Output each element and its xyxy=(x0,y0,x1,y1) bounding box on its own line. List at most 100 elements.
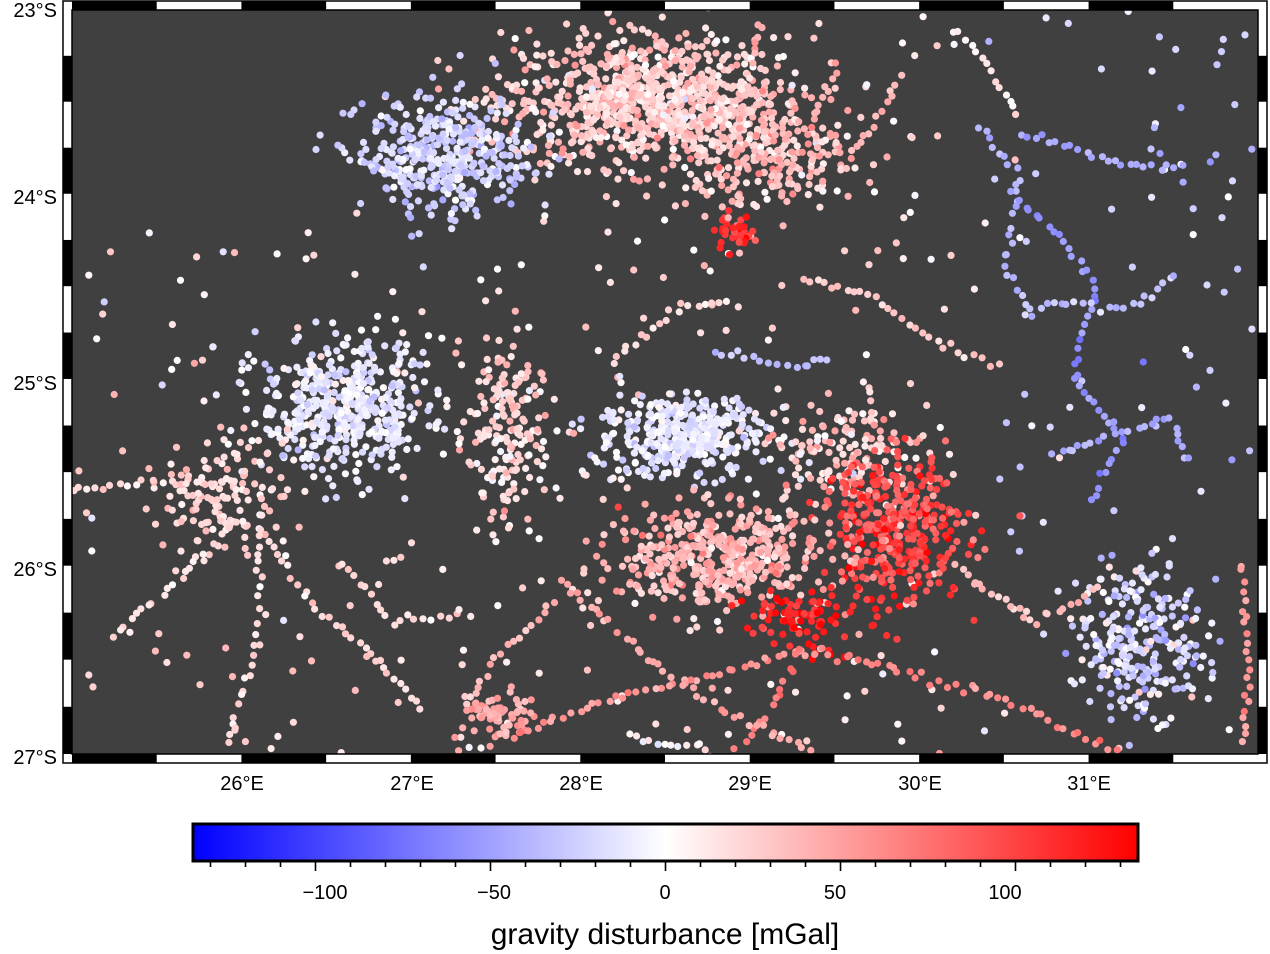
gravity-station-point xyxy=(519,110,527,118)
gravity-station-point xyxy=(818,644,826,652)
gravity-station-point xyxy=(280,492,288,500)
gravity-station-point xyxy=(1078,656,1086,664)
gravity-station-point xyxy=(309,363,317,371)
gravity-station-point xyxy=(1001,262,1009,270)
gravity-station-point xyxy=(758,593,766,601)
gravity-station-point xyxy=(960,354,968,362)
gravity-station-point xyxy=(690,430,698,438)
gravity-station-point xyxy=(855,630,863,639)
gravity-station-point xyxy=(748,107,756,115)
gravity-station-point xyxy=(476,130,484,138)
gravity-station-point xyxy=(1158,166,1166,174)
gravity-station-point xyxy=(329,397,337,405)
gravity-station-point xyxy=(661,443,669,451)
gravity-station-point xyxy=(219,248,227,256)
gravity-station-point xyxy=(593,111,602,119)
gravity-station-point xyxy=(872,605,880,613)
gravity-station-point xyxy=(648,83,657,91)
gravity-station-point xyxy=(675,580,684,588)
gravity-station-point xyxy=(911,52,919,60)
gravity-station-point xyxy=(876,427,884,435)
gravity-station-point xyxy=(434,386,442,394)
gravity-station-point xyxy=(684,79,692,87)
gravity-station-point xyxy=(779,124,787,132)
gravity-station-point xyxy=(1053,724,1061,732)
gravity-station-point xyxy=(447,209,455,218)
gravity-station-point xyxy=(688,119,697,127)
gravity-station-point xyxy=(943,683,952,692)
gravity-station-point xyxy=(514,152,523,160)
gravity-station-point xyxy=(766,100,775,108)
gravity-station-point xyxy=(660,102,668,110)
gravity-station-point xyxy=(337,749,345,754)
gravity-station-point xyxy=(99,310,107,318)
gravity-station-point xyxy=(712,49,720,57)
gravity-station-point xyxy=(516,729,524,737)
gravity-station-point xyxy=(366,397,374,405)
gravity-station-point xyxy=(1073,441,1081,450)
gravity-station-point xyxy=(618,57,626,66)
gravity-station-point xyxy=(467,129,476,137)
gravity-station-point xyxy=(494,704,502,712)
gravity-station-point xyxy=(1130,299,1138,307)
gravity-station-point xyxy=(782,481,790,489)
gravity-station-point xyxy=(829,555,837,564)
gravity-station-point xyxy=(597,60,605,68)
gravity-station-point xyxy=(749,113,757,121)
gravity-station-point xyxy=(644,29,652,37)
gravity-station-point xyxy=(429,73,437,81)
gravity-station-point xyxy=(645,565,653,573)
gravity-station-point xyxy=(564,92,572,100)
gravity-station-point xyxy=(554,138,563,146)
gravity-station-point xyxy=(1127,636,1135,645)
gravity-station-point xyxy=(755,154,763,162)
gravity-station-point xyxy=(589,128,597,136)
gravity-station-point xyxy=(1151,614,1159,622)
gravity-station-point xyxy=(775,562,783,571)
gravity-station-point xyxy=(472,206,480,214)
gravity-station-point xyxy=(1051,138,1059,146)
gravity-station-point xyxy=(1081,735,1090,744)
gravity-station-point xyxy=(972,511,980,519)
gravity-station-point xyxy=(512,138,521,146)
gravity-station-point xyxy=(484,134,492,142)
gravity-station-point xyxy=(686,170,695,178)
gravity-station-point xyxy=(706,267,714,275)
gravity-station-point xyxy=(895,546,903,554)
gravity-station-point xyxy=(687,552,695,560)
gravity-station-point xyxy=(899,255,907,263)
gravity-station-point xyxy=(1094,484,1103,492)
gravity-station-point xyxy=(493,265,502,273)
gravity-station-point xyxy=(381,416,389,424)
gravity-station-point xyxy=(678,548,686,556)
gravity-station-point xyxy=(190,359,198,367)
gravity-station-point xyxy=(1141,625,1150,633)
gravity-station-point xyxy=(722,36,730,44)
gravity-station-point xyxy=(819,585,827,594)
gravity-station-point xyxy=(272,389,280,397)
gravity-station-point xyxy=(348,399,356,407)
gravity-station-point xyxy=(1181,603,1189,611)
gravity-station-point xyxy=(833,658,841,666)
gravity-station-point xyxy=(806,438,814,446)
gravity-station-point xyxy=(258,511,266,519)
gravity-station-point xyxy=(541,201,549,209)
gravity-station-point xyxy=(455,747,463,754)
gravity-station-point xyxy=(178,500,186,509)
gravity-station-point xyxy=(387,466,395,474)
gravity-station-point xyxy=(832,456,840,464)
gravity-station-point xyxy=(741,663,749,671)
gravity-station-point xyxy=(760,134,768,142)
gravity-station-point xyxy=(420,378,429,386)
gravity-station-point xyxy=(801,564,809,573)
gravity-station-point xyxy=(296,633,304,641)
gravity-station-point xyxy=(624,689,632,697)
gravity-station-point xyxy=(1216,637,1224,645)
gravity-station-point xyxy=(1087,614,1095,623)
gravity-station-point xyxy=(566,121,574,129)
gravity-station-point xyxy=(1050,299,1058,307)
gravity-station-point xyxy=(556,93,564,101)
gravity-station-point xyxy=(1197,663,1205,672)
gravity-station-point xyxy=(485,426,493,434)
gravity-station-point xyxy=(1078,676,1086,684)
